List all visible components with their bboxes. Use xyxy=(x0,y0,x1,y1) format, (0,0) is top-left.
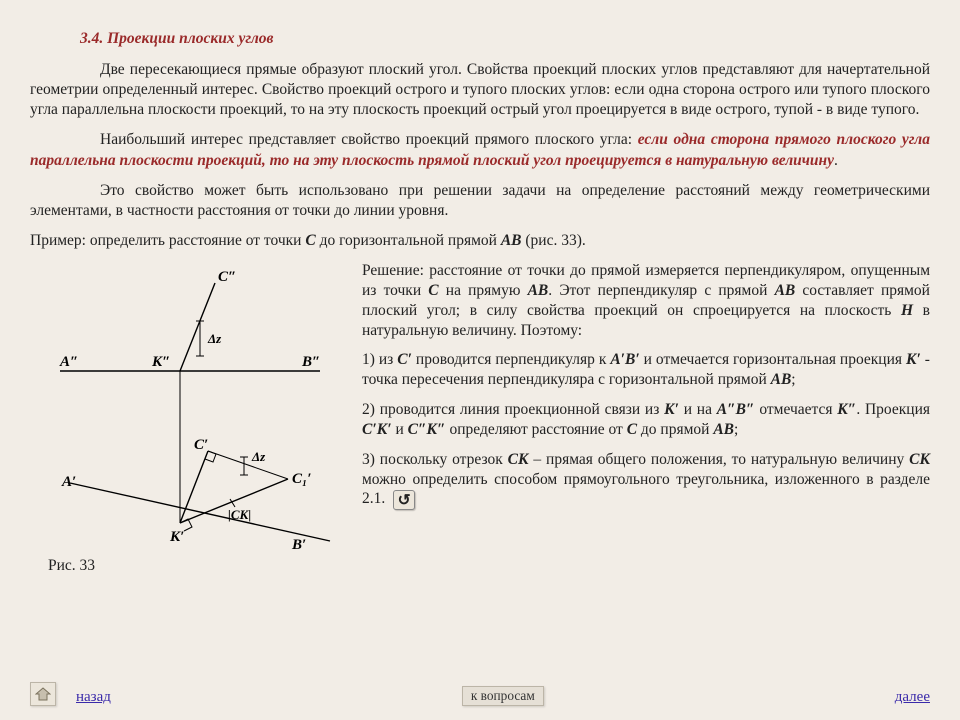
t: и отмечается горизонтальная проекция xyxy=(640,351,906,368)
t: К′ xyxy=(906,351,921,368)
t: на прямую xyxy=(439,282,528,299)
para-2: Наибольший интерес представляет свойство… xyxy=(30,130,930,170)
t: проводится перпендикуляр к xyxy=(412,351,610,368)
t: Н xyxy=(901,302,913,319)
lbl-Bp: В′ xyxy=(291,537,306,553)
t: СК xyxy=(909,451,930,468)
t: отмечается xyxy=(755,401,838,418)
t: поскольку отрезок xyxy=(380,451,508,468)
home-icon xyxy=(35,687,51,701)
t: СК xyxy=(508,451,529,468)
ex-pt-c: С xyxy=(305,232,315,249)
figure-33: С″ А″ К″ В″ Δz С′ Δz С₁′ А′ |СК| К′ В′ Р… xyxy=(30,261,350,575)
example: Пример: определить расстояние от точки С… xyxy=(30,231,930,251)
para-1: Две пересекающиеся прямые образуют плоск… xyxy=(30,60,930,120)
t: . Этот перпендикуляр с прямой xyxy=(548,282,774,299)
ex-ab: АВ xyxy=(501,232,522,249)
t: АВ xyxy=(713,421,734,438)
t: проводится линия проекционной связи из xyxy=(380,401,664,418)
t: С xyxy=(627,421,637,438)
t: – прямая общего положения, то натуральну… xyxy=(529,451,910,468)
t: А′В′ xyxy=(610,351,639,368)
t: С′ xyxy=(397,351,412,368)
step-1: 1) из С′ проводится перпендикуляр к А′В′… xyxy=(362,350,930,390)
section-title: 3.4. Проекции плоских углов xyxy=(80,30,930,48)
lbl-Kpp: К″ xyxy=(151,354,170,370)
t: АВ xyxy=(775,282,796,299)
t: определяют расстояние от xyxy=(446,421,627,438)
t: можно определить способом прямоугольного… xyxy=(362,471,930,508)
lbl-Cpp: С″ xyxy=(218,269,236,285)
lbl-Bpp: В″ xyxy=(301,354,320,370)
para-3: Это свойство может быть использовано при… xyxy=(30,181,930,221)
ex-c: (рис. 33). xyxy=(522,232,586,249)
ex-b: до горизонтальной прямой xyxy=(316,232,501,249)
nav-back[interactable]: назад xyxy=(76,689,111,706)
step-3: 3) поскольку отрезок СК – прямая общего … xyxy=(362,450,930,510)
lbl-dz1: Δz xyxy=(207,331,222,346)
home-button[interactable] xyxy=(30,682,56,706)
solution: Решение: расстояние от точки до прямой и… xyxy=(362,261,930,575)
step-2: 2) проводится линия проекционной связи и… xyxy=(362,400,930,440)
t: К′ xyxy=(664,401,679,418)
t: . Проекция xyxy=(856,401,930,418)
t: С″К″ xyxy=(408,421,446,438)
t: и на xyxy=(679,401,717,418)
t: АВ xyxy=(528,282,549,299)
t: К″ xyxy=(837,401,856,418)
t: и xyxy=(392,421,408,438)
lbl-dz2: Δz xyxy=(251,449,266,464)
lbl-Ap: А′ xyxy=(61,474,76,490)
para-2-dot: . xyxy=(834,152,838,169)
lbl-C1p: С₁′ xyxy=(292,471,311,487)
nav-bar: назад к вопросам далее xyxy=(30,682,930,706)
t: из xyxy=(379,351,397,368)
t: С xyxy=(428,282,438,299)
lbl-App: А″ xyxy=(59,354,78,370)
lbl-Kp: К′ xyxy=(169,529,184,545)
nav-questions[interactable]: к вопросам xyxy=(462,686,544,706)
t: С′К′ xyxy=(362,421,392,438)
nav-next[interactable]: далее xyxy=(895,689,930,706)
ex-a: Пример: определить расстояние от точки xyxy=(30,232,305,249)
t: АВ xyxy=(771,371,792,388)
figure-caption: Рис. 33 xyxy=(48,557,350,575)
lbl-Cp: С′ xyxy=(194,437,208,453)
sol-intro: Решение: расстояние от точки до прямой и… xyxy=(362,261,930,340)
t: А″В″ xyxy=(717,401,755,418)
t: до прямой xyxy=(637,421,713,438)
return-icon[interactable]: ↺ xyxy=(393,490,415,510)
lbl-absCK: |СК| xyxy=(228,507,251,522)
t: ; xyxy=(791,371,795,388)
para-2-lead: Наибольший интерес представляет свойство… xyxy=(100,131,638,148)
